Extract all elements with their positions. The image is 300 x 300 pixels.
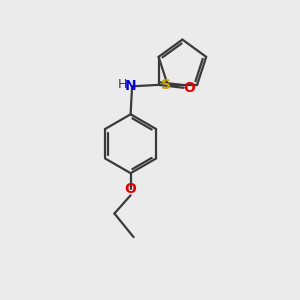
Text: S: S <box>161 78 171 92</box>
Text: N: N <box>125 79 136 93</box>
Text: H: H <box>118 78 128 91</box>
Text: O: O <box>125 182 136 197</box>
Text: O: O <box>183 81 195 95</box>
